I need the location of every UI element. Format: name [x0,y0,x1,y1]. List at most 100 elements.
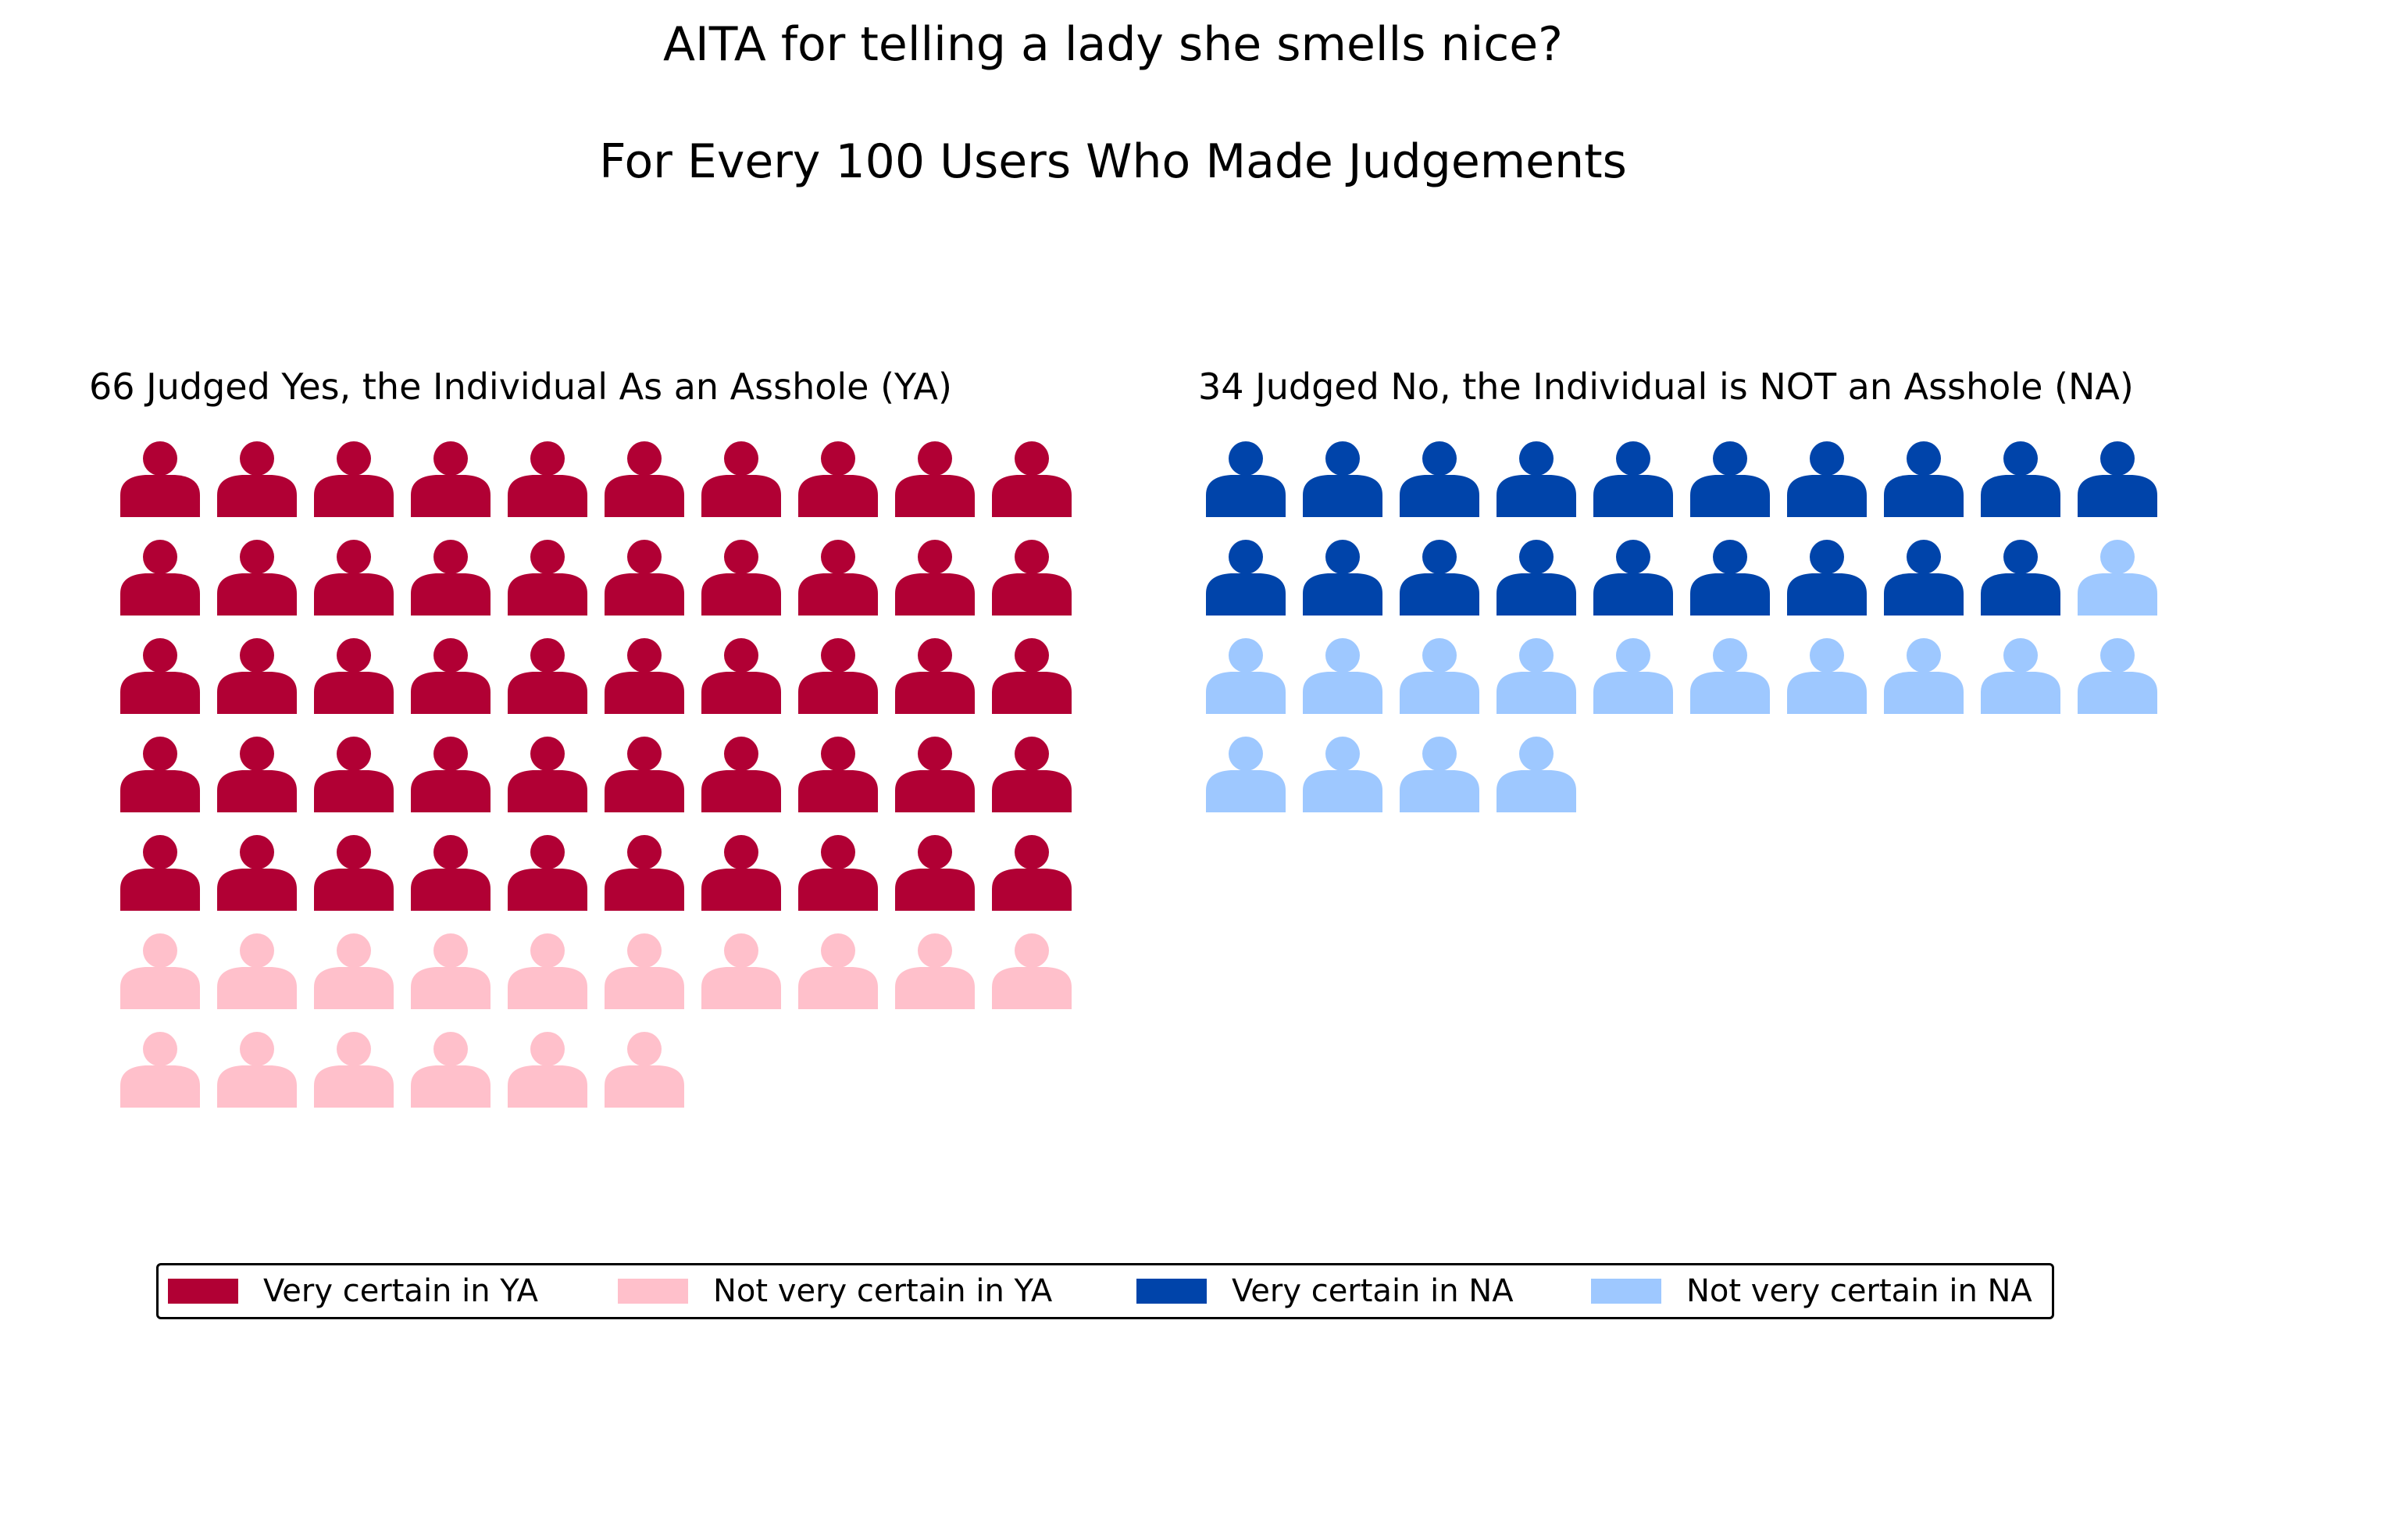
person-icon-very-certain-in-ya [217,441,297,517]
person-icon-very-certain-in-ya [605,638,684,714]
person-icon-very-certain-in-ya [120,835,200,911]
person-icon-very-certain-in-ya [411,835,491,911]
person-icon-very-certain-in-ya [411,737,491,812]
person-icon-not-very-certain-in-ya [508,933,587,1009]
person-icon-very-certain-in-ya [992,540,1072,616]
person-icon-very-certain-in-ya [508,638,587,714]
person-icon-very-certain-in-ya [798,540,878,616]
legend-item-not-very-certain-na: Not very certain in NA [1591,1265,2032,1317]
person-icon-very-certain-in-ya [411,441,491,517]
person-icon-not-very-certain-in-ya [605,1032,684,1108]
person-icon-not-very-certain-in-ya [701,933,781,1009]
person-icon-very-certain-in-ya [314,441,394,517]
person-icon-not-very-certain-in-ya [508,1032,587,1108]
person-icon-very-certain-in-ya [895,441,975,517]
legend-swatch-not-very-certain-na [1591,1279,1661,1304]
person-icon-very-certain-in-ya [120,638,200,714]
person-icon-very-certain-in-ya [798,441,878,517]
person-icon-very-certain-in-ya [120,441,200,517]
person-icon-not-very-certain-in-ya [120,1032,200,1108]
person-icon-very-certain-in-ya [605,737,684,812]
person-icon-very-certain-in-na [1981,540,2060,616]
legend-swatch-very-certain-ya [168,1279,238,1304]
person-icon-very-certain-in-ya [411,540,491,616]
person-icon-not-very-certain-in-ya [217,933,297,1009]
person-icon-not-very-certain-in-ya [992,933,1072,1009]
person-icon-very-certain-in-na [1497,540,1576,616]
person-icon-not-very-certain-in-na [1206,737,1286,812]
person-icon-very-certain-in-ya [992,835,1072,911]
person-icon-very-certain-in-na [1690,441,1770,517]
person-icon-very-certain-in-ya [314,835,394,911]
person-icon-very-certain-in-ya [120,737,200,812]
person-icon-very-certain-in-ya [508,835,587,911]
chart-title: AITA for telling a lady she smells nice? [662,17,1563,72]
person-icon-very-certain-in-na [1690,540,1770,616]
person-icon-very-certain-in-ya [120,540,200,616]
person-icon-not-very-certain-in-na [1787,638,1867,714]
person-icon-very-certain-in-ya [217,737,297,812]
person-icon-very-certain-in-ya [701,441,781,517]
person-icon-very-certain-in-na [1593,540,1673,616]
legend-swatch-not-very-certain-ya [618,1279,688,1304]
person-icon-very-certain-in-ya [798,737,878,812]
person-icon-not-very-certain-in-na [1497,638,1576,714]
person-icon-very-certain-in-na [1303,441,1382,517]
person-icon-very-certain-in-na [2078,441,2157,517]
person-icon-very-certain-in-na [1884,540,1964,616]
person-icon-not-very-certain-in-ya [217,1032,297,1108]
person-icon-very-certain-in-na [1303,540,1382,616]
person-icon-not-very-certain-in-ya [895,933,975,1009]
person-icon-very-certain-in-ya [314,540,394,616]
person-icon-very-certain-in-ya [508,540,587,616]
person-icon-very-certain-in-na [1884,441,1964,517]
person-icon-very-certain-in-ya [701,638,781,714]
legend-item-very-certain-ya: Very certain in YA [168,1265,538,1317]
person-icon-very-certain-in-ya [605,441,684,517]
person-icon-not-very-certain-in-na [1593,638,1673,714]
person-icon-very-certain-in-na [1497,441,1576,517]
legend-label-not-very-certain-na: Not very certain in NA [1686,1273,2032,1309]
person-icon-very-certain-in-ya [895,540,975,616]
person-icon-very-certain-in-na [1400,540,1479,616]
person-icon-not-very-certain-in-na [1206,638,1286,714]
person-icon-very-certain-in-ya [992,638,1072,714]
person-icon-very-certain-in-ya [701,835,781,911]
chart-subtitle: For Every 100 Users Who Made Judgements [599,134,1627,189]
person-icon-not-very-certain-in-na [1400,737,1479,812]
person-icon-very-certain-in-ya [314,638,394,714]
legend-label-very-certain-na: Very certain in NA [1232,1273,1514,1309]
person-icon-not-very-certain-in-na [1303,638,1382,714]
person-icon-very-certain-in-na [1981,441,2060,517]
person-icon-not-very-certain-in-na [1690,638,1770,714]
person-icon-very-certain-in-ya [605,835,684,911]
person-icon-very-certain-in-na [1206,540,1286,616]
person-icon-very-certain-in-na [1787,540,1867,616]
person-icon-not-very-certain-in-na [1303,737,1382,812]
ya-group-title: 66 Judged Yes, the Individual As an Assh… [89,366,952,408]
person-icon-very-certain-in-ya [217,540,297,616]
person-icon-not-very-certain-in-na [1497,737,1576,812]
person-icon-very-certain-in-na [1400,441,1479,517]
legend-item-not-very-certain-ya: Not very certain in YA [618,1265,1052,1317]
person-icon-very-certain-in-ya [508,737,587,812]
person-icon-very-certain-in-ya [217,835,297,911]
person-icon-very-certain-in-ya [895,638,975,714]
person-icon-not-very-certain-in-na [1884,638,1964,714]
legend: Very certain in YA Not very certain in Y… [156,1263,2054,1319]
person-icon-not-very-certain-in-na [2078,540,2157,616]
person-icon-very-certain-in-ya [701,540,781,616]
person-icon-very-certain-in-na [1787,441,1867,517]
person-icon-very-certain-in-ya [701,737,781,812]
person-icon-very-certain-in-ya [895,737,975,812]
person-icon-very-certain-in-ya [217,638,297,714]
person-icon-very-certain-in-ya [992,737,1072,812]
person-icon-not-very-certain-in-na [1981,638,2060,714]
person-icon-very-certain-in-ya [895,835,975,911]
legend-label-not-very-certain-ya: Not very certain in YA [713,1273,1053,1309]
legend-swatch-very-certain-na [1136,1279,1207,1304]
person-icon-very-certain-in-ya [508,441,587,517]
na-group-title: 34 Judged No, the Individual is NOT an A… [1198,366,2134,408]
person-icon-very-certain-in-na [1593,441,1673,517]
